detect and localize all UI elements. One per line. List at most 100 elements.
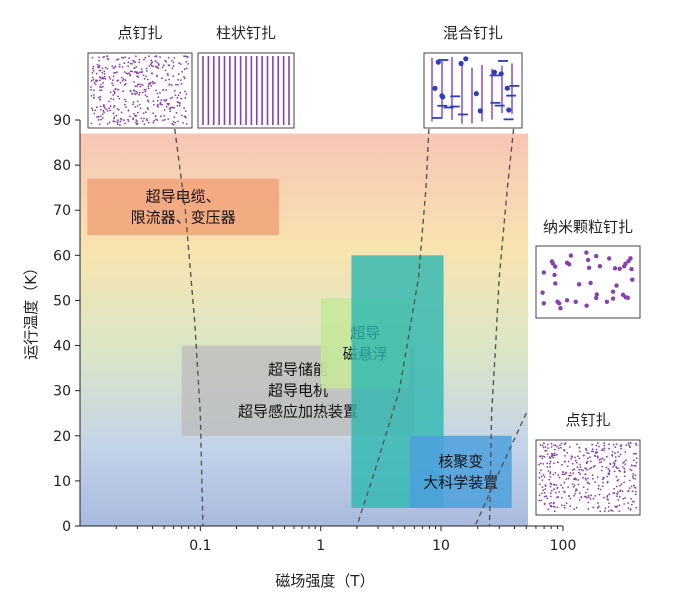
pin-dot (94, 83, 97, 86)
pin-dot (91, 67, 94, 70)
pin-dot (540, 499, 543, 502)
pin-dot (564, 442, 567, 444)
pin-dot (608, 469, 611, 472)
pin-dot (550, 446, 553, 448)
pin-dot (102, 82, 104, 84)
pin-dot (544, 488, 547, 490)
pin-particle (594, 253, 599, 259)
pin-particle (594, 295, 599, 301)
pin-dot (164, 79, 167, 82)
pin-dot (136, 100, 139, 103)
pin-dot (552, 473, 555, 476)
pin-dot (132, 59, 135, 62)
pin-dot (591, 474, 594, 477)
pin-dot (620, 483, 623, 485)
pin-dot (563, 490, 565, 493)
pin-dot (171, 67, 174, 70)
pin-dot (619, 484, 621, 487)
pin-dot (186, 56, 189, 58)
pin-dot (553, 452, 556, 455)
pin-dot (183, 76, 185, 78)
pin-dot (131, 70, 134, 73)
pin-dot (540, 475, 543, 478)
y-tick-label: 0 (62, 519, 71, 535)
pin-dot (620, 445, 622, 448)
pin-dot (572, 472, 575, 475)
pin-dot (102, 109, 105, 112)
pin-dot (161, 77, 163, 79)
pin-dot (573, 508, 576, 510)
pin-dot (167, 56, 170, 59)
pinning-inset-title: 点钉扎 (565, 411, 610, 429)
pin-dot (623, 475, 626, 478)
pin-dot (606, 455, 608, 458)
pin-dot (99, 95, 102, 98)
pin-dot (124, 100, 127, 103)
pin-dot (590, 466, 593, 469)
pin-dot (184, 97, 187, 99)
pin-dot (629, 442, 632, 444)
pin-dot (613, 470, 616, 473)
pin-dot (587, 457, 589, 460)
pin-dot (104, 77, 107, 80)
pin-dot (603, 449, 605, 452)
pin-dot (153, 119, 156, 122)
pin-dot (176, 104, 179, 107)
pin-dot (172, 65, 175, 67)
pin-dot (150, 59, 153, 62)
pin-particle (617, 266, 622, 271)
pin-particle (435, 59, 441, 65)
pin-dot (127, 118, 129, 121)
pin-dot (168, 84, 171, 86)
pin-particle (607, 256, 612, 261)
pin-dot (578, 457, 581, 460)
pin-dot (633, 484, 635, 487)
pin-dot (133, 67, 136, 70)
pin-dot (180, 97, 183, 100)
pin-dot (565, 471, 568, 474)
pinning-boundary-2 (488, 119, 516, 527)
pin-dot (167, 118, 170, 120)
pin-dot (543, 455, 546, 458)
pin-particle (612, 266, 618, 271)
pin-particle (553, 281, 558, 286)
pin-dot (575, 461, 578, 464)
pin-dot (100, 83, 102, 86)
pin-dot (112, 90, 115, 92)
pin-dot (544, 449, 547, 452)
pin-dot (600, 469, 603, 472)
pin-dot (114, 88, 117, 91)
pin-dot (146, 119, 149, 122)
axes: 0 10 20 30 40 50 60 70 80 90 0.1 1 10 100 (53, 113, 576, 554)
pin-dot (627, 507, 630, 510)
pin-dot (621, 466, 624, 468)
pin-particle (568, 253, 574, 258)
pin-dot (587, 501, 590, 504)
pin-dot (138, 103, 141, 106)
pin-dot (156, 99, 159, 102)
pin-dot (123, 62, 126, 65)
pin-dot (144, 94, 147, 96)
pin-dot (584, 477, 587, 480)
pin-dot (165, 60, 168, 63)
pin-dot (183, 107, 186, 110)
pin-dot (576, 443, 578, 446)
pin-dot (142, 74, 145, 77)
pin-dot (124, 122, 126, 125)
pin-dot (579, 450, 581, 453)
pin-dot (114, 65, 117, 68)
pin-dot (618, 455, 620, 458)
pin-particle (458, 60, 464, 67)
pin-particle (541, 270, 546, 275)
pin-dot (124, 56, 126, 59)
pin-dot (129, 62, 132, 65)
pin-dot (137, 76, 140, 79)
pin-dot (185, 60, 188, 63)
pin-dot (565, 502, 568, 505)
pin-particle (564, 260, 570, 265)
pin-dot (134, 106, 137, 108)
pin-dot (111, 82, 113, 85)
pinning-inset-title: 点钉扎 (117, 24, 162, 42)
pin-particle (622, 264, 627, 269)
pin-dot (582, 476, 584, 479)
